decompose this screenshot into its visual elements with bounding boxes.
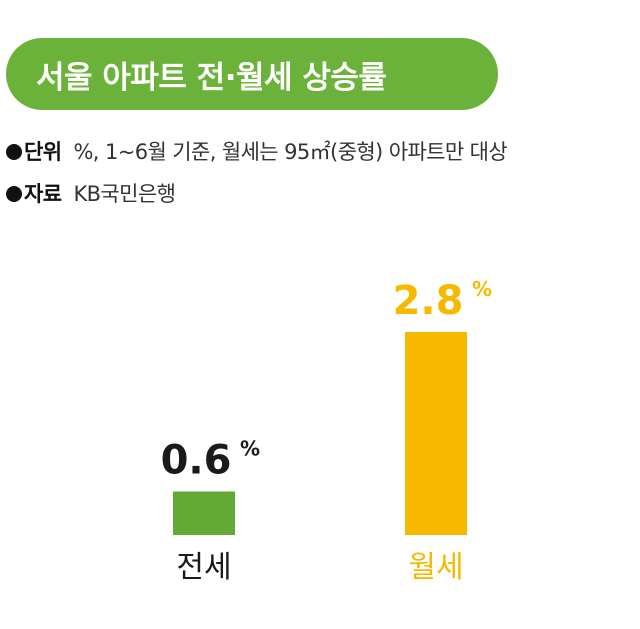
chart-title: 서울 아파트 전·월세 상승률 [6, 38, 498, 110]
unit-note: 단위 %, 1~6월 기준, 월세는 95㎡(중형) 아파트만 대상 [6, 136, 508, 166]
value-label-1: 0.6 [161, 438, 232, 484]
category-label-2: 월세 [408, 550, 463, 585]
value-label-2: 2.8 [393, 278, 464, 324]
bullet-icon [6, 186, 22, 202]
source-key: 자료 [24, 182, 62, 206]
bullet-icon [6, 144, 22, 160]
unit-value: %, 1~6월 기준, 월세는 95㎡(중형) 아파트만 대상 [73, 140, 508, 164]
bar-2 [405, 332, 467, 535]
unit-key: 단위 [24, 140, 62, 164]
source-value: KB국민은행 [73, 182, 176, 206]
value-unit-1: % [240, 437, 260, 461]
category-label-1: 전세 [176, 550, 231, 585]
source-note: 자료 KB국민은행 [6, 178, 176, 208]
value-unit-2: % [472, 277, 492, 301]
bar-1 [173, 491, 235, 535]
